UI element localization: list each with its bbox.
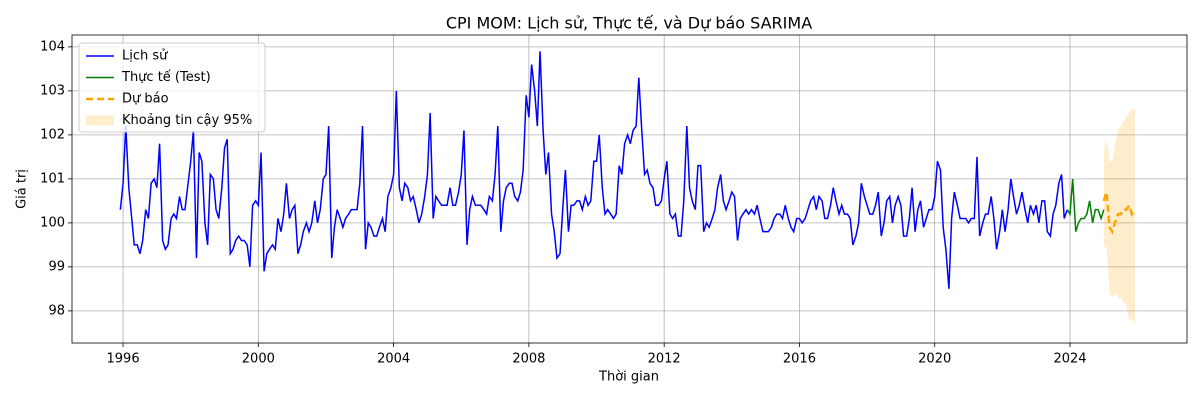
x-tick-label: 2000 [242, 352, 275, 367]
y-axis-label: Giá trị [15, 169, 30, 209]
y-tick-label: 100 [40, 215, 65, 230]
series-line [1102, 191, 1136, 235]
x-tick-label: 2008 [512, 352, 545, 367]
x-tick-label: 2020 [918, 352, 951, 367]
plot-frame [71, 34, 1188, 344]
legend-swatch [86, 115, 114, 126]
legend-label: Dự báo [122, 92, 169, 107]
x-axis-label: Thời gian [598, 370, 659, 385]
y-tick-label: 104 [40, 39, 65, 54]
confidence-band [1103, 108, 1135, 325]
y-tick-label: 102 [40, 127, 65, 142]
y-tick-label: 101 [40, 171, 65, 186]
y-tick-label: 99 [48, 259, 65, 274]
series-line [1066, 178, 1105, 232]
chart-title: CPI MOM: Lịch sử, Thực tế, và Dự báo SAR… [446, 14, 812, 33]
legend-label: Khoảng tin cậy 95% [122, 113, 252, 128]
x-tick-label: 2012 [648, 352, 681, 367]
y-tick-label: 103 [40, 83, 65, 98]
x-tick-label: 1996 [107, 352, 140, 367]
series-line [119, 51, 1068, 289]
legend-label: Thực tế (Test) [121, 70, 211, 85]
legend-label: Lịch sử [122, 49, 168, 64]
x-tick-label: 2016 [783, 352, 816, 367]
x-tick-label: 2024 [1053, 352, 1086, 367]
y-tick-label: 98 [48, 303, 65, 318]
legend-box [78, 42, 266, 133]
x-tick-label: 2004 [377, 352, 410, 367]
